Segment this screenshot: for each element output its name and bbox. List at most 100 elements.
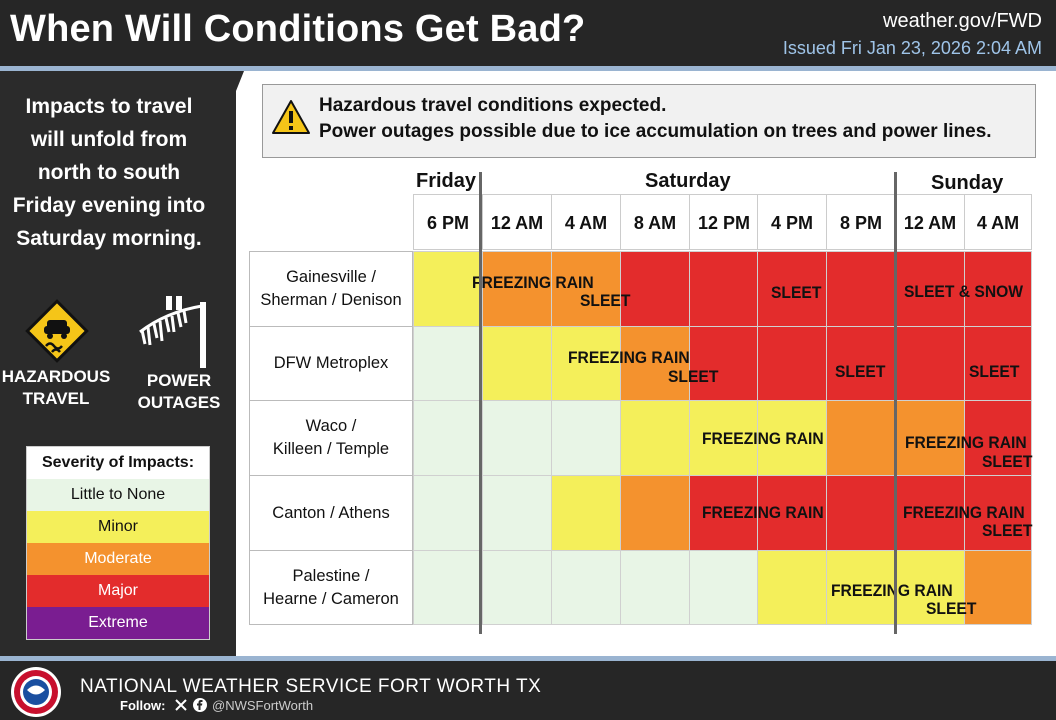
location-canton: Canton / Athens [249,475,413,551]
precip-label: FREEZING RAIN [831,581,953,600]
location-line: Gainesville / [286,268,376,286]
issued-time: Issued Fri Jan 23, 2026 2:04 AM [782,38,1042,58]
precip-label: SLEET [982,521,1033,540]
social-handle[interactable]: @NWSFortWorth [212,698,314,713]
power-label-line: OUTAGES [137,393,221,412]
precip-label: FREEZING RAIN [472,273,594,292]
banner-line-1: Hazardous travel conditions expected. [319,95,667,116]
impact-cell [413,550,483,625]
day-divider-friday [479,172,482,634]
impact-cell [964,550,1032,625]
impact-cell [413,400,483,476]
legend-item-little: Little to None [27,479,209,511]
facebook-icon[interactable] [193,698,207,712]
location-line: Canton / Athens [272,503,390,522]
nws-logo-icon [11,667,61,717]
precip-label: FREEZING RAIN [568,348,690,367]
power-outage-label: POWER OUTAGES [126,370,232,414]
message-line: Saturday morning. [16,227,202,250]
location-palestine: Palestine / Hearne / Cameron [249,550,413,625]
day-sunday: Sunday [931,172,1004,194]
impact-cell [895,326,965,402]
impact-cell [620,475,690,551]
impact-cell [689,550,759,625]
precip-label: SLEET [771,283,822,302]
time-header: 4 AM [964,194,1032,250]
precip-label: SLEET [580,291,631,310]
precip-label: SLEET & SNOW [904,282,1024,301]
message-line: will unfold from [30,128,188,151]
time-header: 8 AM [620,194,690,250]
impact-cell [826,251,896,327]
impact-cell [482,251,552,327]
location-line: Hearne / Cameron [263,589,399,608]
impact-cell [757,326,827,402]
day-friday: Friday [416,170,477,192]
impact-message: Impacts to travel will unfold from north… [0,90,218,255]
impact-cell [757,400,827,476]
impact-cell [482,550,552,625]
impact-cell [964,251,1032,327]
impact-cell [757,550,827,625]
time-header: 4 PM [757,194,827,250]
legend-title: Severity of Impacts: [27,447,209,479]
impact-cell [413,475,483,551]
impact-cell [895,475,965,551]
hazardous-label-line: TRAVEL [22,389,90,408]
impact-cell [551,475,621,551]
hazardous-travel-icon [25,299,89,363]
precip-label: FREEZING RAIN [702,503,824,522]
precip-label: SLEET [982,452,1033,471]
legend-item-extreme: Extreme [27,607,209,639]
impact-cell [689,251,759,327]
impact-cell [482,326,552,402]
message-line: north to south [37,161,181,184]
footer-divider [0,656,1056,661]
impact-cell [826,475,896,551]
impact-cell [620,251,690,327]
agency-name: NATIONAL WEATHER SERVICE FORT WORTH TX [80,676,542,697]
impact-cell [964,400,1032,476]
impact-cell [826,550,896,625]
follow-label: Follow: [120,698,166,713]
time-header: 12 AM [895,194,965,250]
impact-cell [826,400,896,476]
legend-item-major: Major [27,575,209,607]
location-waco: Waco / Killeen / Temple [249,400,413,476]
site-link[interactable]: weather.gov/FWD [883,10,1042,32]
precip-label: SLEET [835,362,886,381]
location-line: Waco / [305,417,357,435]
location-line: Killeen / Temple [272,440,390,458]
header-bar [0,0,1056,66]
severity-legend: Severity of Impacts: Little to None Mino… [26,446,210,640]
time-header: 12 PM [689,194,759,250]
time-header: 6 PM [413,194,483,250]
x-icon[interactable] [174,698,188,712]
impact-cell [482,475,552,551]
precip-label: SLEET [668,367,719,386]
hazardous-label-line: HAZARDOUS [1,367,111,386]
banner-line-2: Power outages possible due to ice accumu… [319,121,992,142]
precip-label: SLEET [926,599,977,618]
precip-label: FREEZING RAIN [905,433,1027,452]
time-header: 12 AM [482,194,552,250]
power-label-line: POWER [146,371,212,390]
impact-cell [620,550,690,625]
impact-cell [413,251,483,327]
hazardous-travel-label: HAZARDOUS TRAVEL [0,366,112,410]
impact-cell [482,400,552,476]
impact-cell [689,400,759,476]
header-divider [0,66,1056,71]
impact-cell [757,475,827,551]
day-divider-sunday [894,172,897,634]
legend-item-minor: Minor [27,511,209,543]
location-line: Palestine / [292,566,370,585]
time-header: 8 PM [826,194,896,250]
warning-icon [272,100,310,134]
impact-cell [895,550,965,625]
impact-cell [964,326,1032,402]
precip-label: FREEZING RAIN [903,503,1025,522]
impact-cell [551,251,621,327]
location-line: DFW Metroplex [273,354,389,372]
location-gainesville: Gainesville / Sherman / Denison [249,251,413,327]
